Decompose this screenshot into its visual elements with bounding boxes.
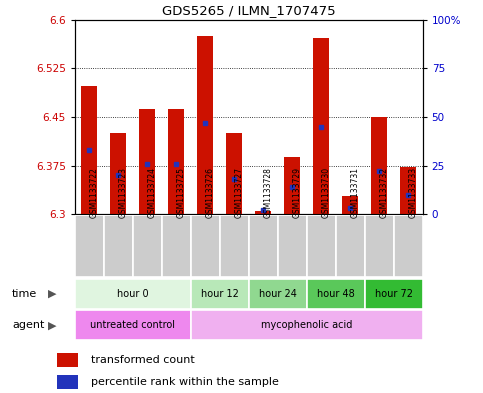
Bar bbox=[75, 215, 104, 277]
Bar bbox=[336, 215, 365, 277]
Bar bbox=[75, 279, 191, 309]
Bar bbox=[249, 215, 278, 277]
Text: agent: agent bbox=[12, 320, 44, 331]
Text: transformed count: transformed count bbox=[91, 355, 195, 365]
Bar bbox=[110, 133, 127, 214]
Text: GSM1133729: GSM1133729 bbox=[292, 167, 301, 218]
Bar bbox=[256, 211, 271, 214]
Text: percentile rank within the sample: percentile rank within the sample bbox=[91, 377, 279, 387]
Text: untreated control: untreated control bbox=[90, 320, 175, 330]
Bar bbox=[191, 310, 423, 340]
Text: hour 48: hour 48 bbox=[317, 289, 355, 299]
Bar bbox=[226, 133, 242, 214]
Bar bbox=[365, 215, 394, 277]
Bar bbox=[313, 38, 329, 214]
Bar bbox=[133, 215, 162, 277]
Text: ▶: ▶ bbox=[48, 320, 57, 331]
Text: hour 24: hour 24 bbox=[259, 289, 297, 299]
Bar bbox=[342, 196, 358, 214]
Bar bbox=[220, 215, 249, 277]
Text: GSM1133730: GSM1133730 bbox=[321, 167, 330, 218]
Bar bbox=[169, 109, 185, 214]
Bar bbox=[365, 279, 423, 309]
Bar bbox=[284, 157, 300, 214]
Bar bbox=[162, 215, 191, 277]
Bar bbox=[371, 117, 387, 214]
Bar bbox=[140, 109, 156, 214]
Bar bbox=[57, 353, 78, 367]
Text: GSM1133726: GSM1133726 bbox=[205, 167, 214, 218]
Text: GSM1133727: GSM1133727 bbox=[234, 167, 243, 218]
Text: GSM1133723: GSM1133723 bbox=[118, 167, 128, 218]
Text: ▶: ▶ bbox=[48, 289, 57, 299]
Bar bbox=[198, 36, 213, 214]
Text: GSM1133733: GSM1133733 bbox=[408, 167, 417, 218]
Text: mycophenolic acid: mycophenolic acid bbox=[261, 320, 353, 330]
Text: GSM1133732: GSM1133732 bbox=[379, 167, 388, 218]
Bar bbox=[307, 279, 365, 309]
Bar bbox=[249, 279, 307, 309]
Text: hour 0: hour 0 bbox=[117, 289, 149, 299]
Text: hour 12: hour 12 bbox=[201, 289, 239, 299]
Bar bbox=[191, 215, 220, 277]
Bar bbox=[81, 86, 98, 214]
Text: GSM1133725: GSM1133725 bbox=[176, 167, 185, 218]
Bar bbox=[278, 215, 307, 277]
Text: GSM1133731: GSM1133731 bbox=[350, 167, 359, 218]
Text: GSM1133728: GSM1133728 bbox=[263, 167, 272, 218]
Bar bbox=[191, 279, 249, 309]
Bar bbox=[75, 310, 191, 340]
Bar bbox=[394, 215, 423, 277]
Text: hour 72: hour 72 bbox=[375, 289, 412, 299]
Bar bbox=[400, 167, 416, 214]
Text: GSM1133722: GSM1133722 bbox=[89, 167, 99, 218]
Bar bbox=[307, 215, 336, 277]
Text: time: time bbox=[12, 289, 37, 299]
Bar bbox=[57, 375, 78, 389]
Text: GSM1133724: GSM1133724 bbox=[147, 167, 156, 218]
Bar bbox=[104, 215, 133, 277]
Title: GDS5265 / ILMN_1707475: GDS5265 / ILMN_1707475 bbox=[162, 4, 336, 17]
